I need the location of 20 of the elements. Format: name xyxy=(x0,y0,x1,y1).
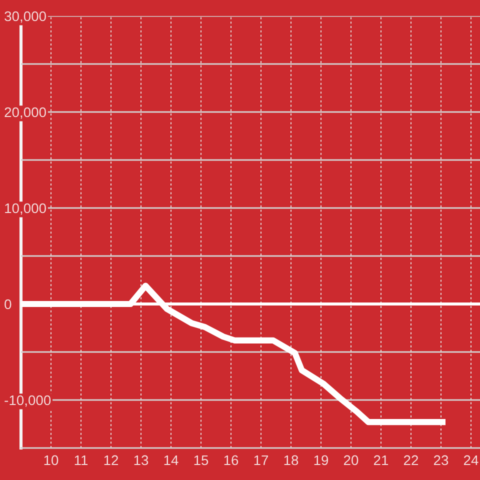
x-tick-label: 13 xyxy=(134,455,148,466)
x-tick-label: 18 xyxy=(284,455,298,466)
y-tick-label: 10,000 xyxy=(5,203,46,215)
x-tick-label: 19 xyxy=(314,455,328,466)
x-tick-label: 22 xyxy=(404,455,418,466)
y-tick-label: 30,000 xyxy=(4,11,46,23)
x-tick-label: 23 xyxy=(434,455,448,466)
x-tick-label: 16 xyxy=(224,455,238,466)
x-tick-label: 17 xyxy=(254,455,268,466)
x-tick-label: 20 xyxy=(344,455,358,466)
x-tick-label: 12 xyxy=(104,455,118,466)
x-tick-label: 10 xyxy=(44,455,58,466)
x-tick-label: 15 xyxy=(194,455,208,466)
y-tick-label: 0 xyxy=(4,299,12,310)
x-tick-label: 14 xyxy=(164,455,178,466)
x-tick-label: 24 xyxy=(464,455,478,466)
y-tick-label: -10,000 xyxy=(4,395,51,407)
y-tick-label: 20,000 xyxy=(4,107,46,119)
x-tick-label: 21 xyxy=(374,455,388,466)
x-tick-label: 11 xyxy=(74,455,88,466)
